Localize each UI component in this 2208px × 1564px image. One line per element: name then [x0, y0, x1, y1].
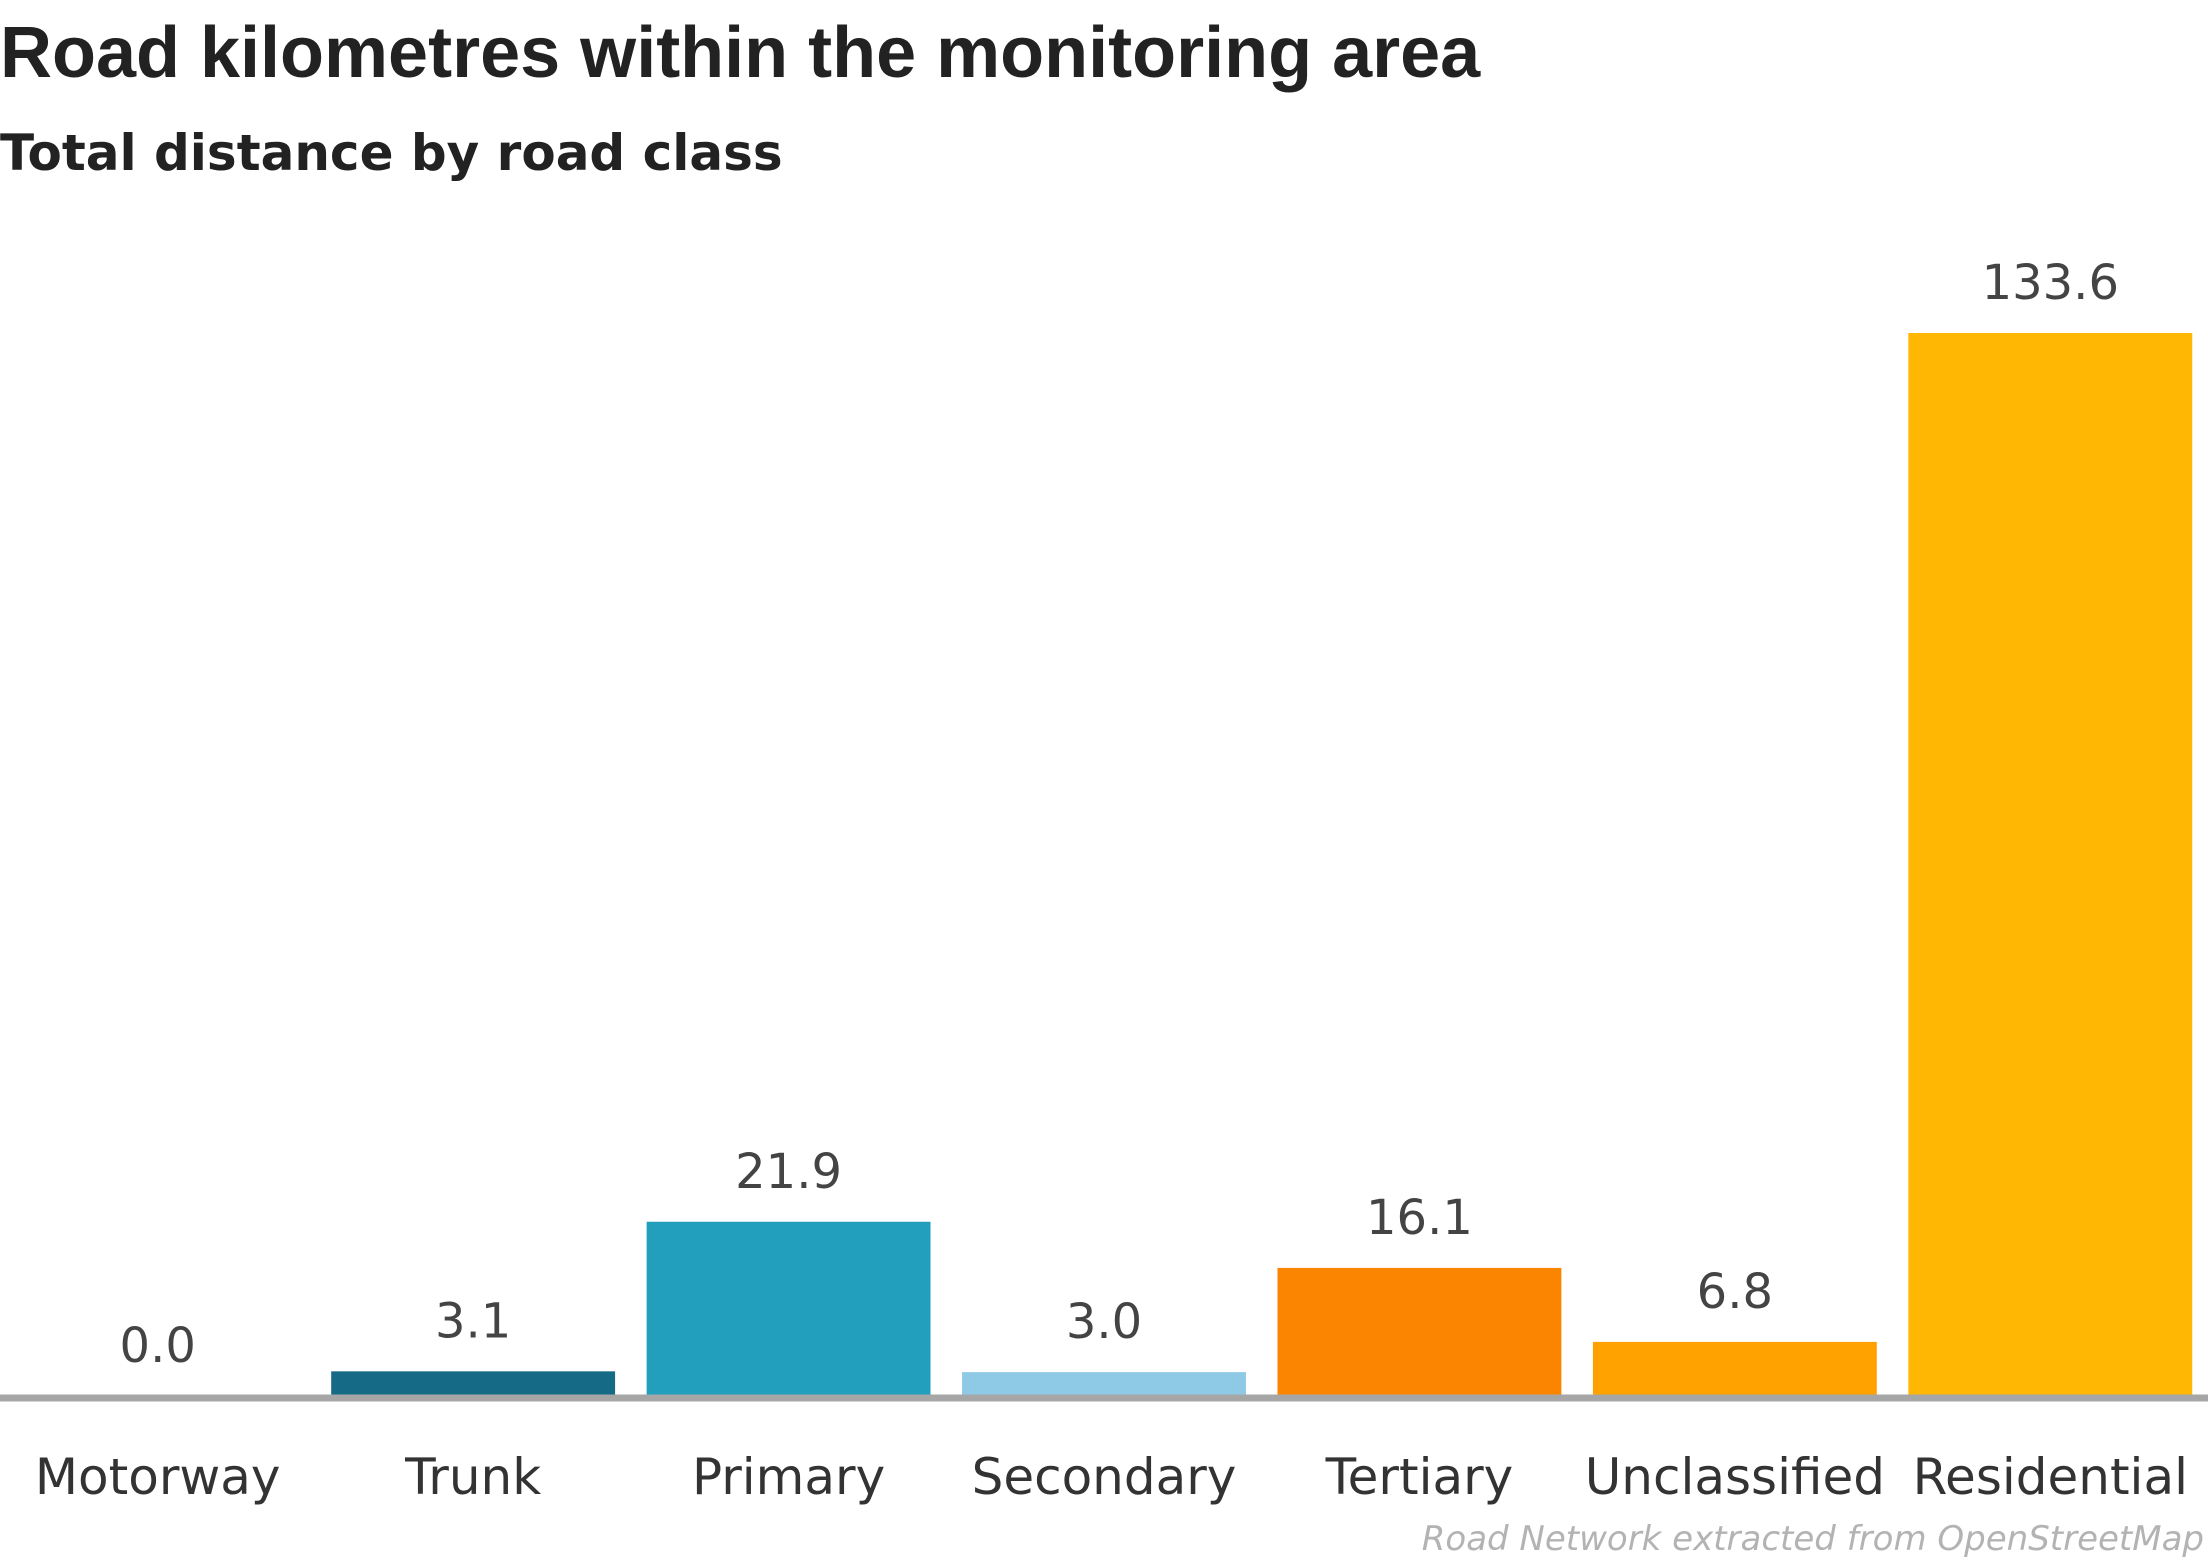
tick-label-motorway: Motorway	[35, 1448, 281, 1506]
bar-unclassified	[1592, 1341, 1877, 1396]
bar-trunk	[331, 1371, 616, 1396]
tick-label-primary: Primary	[692, 1448, 885, 1506]
bar-tertiary	[1277, 1267, 1562, 1396]
tick-labels-group: Motorway Trunk Primary Secondary Tertiary Unc…	[35, 1448, 2188, 1506]
bars-group	[331, 333, 2193, 1396]
tick-label-unclassified: Unclassified	[1585, 1448, 1885, 1506]
value-labels-group: 0.0 3.1 21.9 3.0 16.1 6.8 133.6	[120, 255, 2119, 1374]
bar-primary	[646, 1221, 931, 1396]
value-label-secondary: 3.0	[1066, 1294, 1142, 1350]
value-label-tertiary: 16.1	[1366, 1190, 1473, 1246]
tick-label-secondary: Secondary	[972, 1448, 1237, 1506]
value-label-unclassified: 6.8	[1697, 1264, 1773, 1320]
bar-secondary	[962, 1372, 1246, 1396]
bar-residential	[1908, 333, 2193, 1396]
chart-caption: Road Network extracted from OpenStreetMa…	[1421, 1519, 2204, 1559]
chart-title: Road kilometres within the monitoring ar…	[0, 13, 1481, 93]
value-label-primary: 21.9	[735, 1144, 842, 1200]
value-label-trunk: 3.1	[435, 1293, 511, 1349]
tick-label-trunk: Trunk	[404, 1448, 541, 1506]
value-label-residential: 133.6	[1982, 255, 2119, 311]
chart-subtitle: Total distance by road class	[0, 124, 783, 182]
tick-label-residential: Residential	[1913, 1448, 2188, 1506]
tick-label-tertiary: Tertiary	[1325, 1448, 1514, 1506]
value-label-motorway: 0.0	[120, 1318, 196, 1374]
